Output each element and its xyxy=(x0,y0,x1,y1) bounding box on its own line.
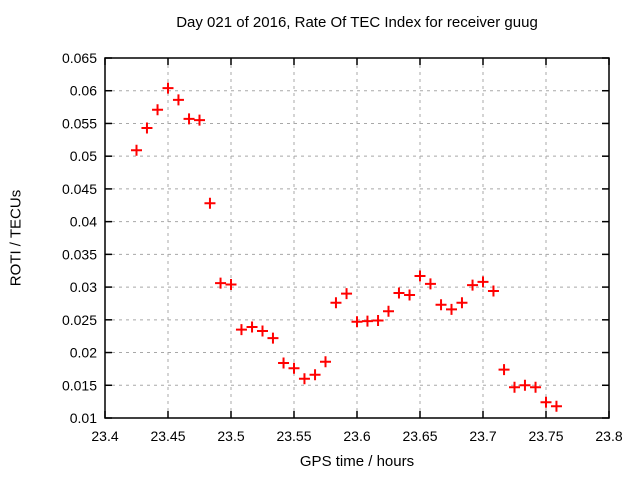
y-tick-label: 0.025 xyxy=(62,312,97,328)
x-tick-label: 23.45 xyxy=(150,428,185,444)
data-point xyxy=(530,381,542,393)
data-point xyxy=(361,315,373,327)
data-point xyxy=(288,362,300,374)
data-point xyxy=(414,270,426,282)
data-point xyxy=(330,297,342,309)
data-point xyxy=(351,316,363,328)
data-point xyxy=(341,288,353,300)
x-tick-label: 23.8 xyxy=(595,428,622,444)
x-axis-label: GPS time / hours xyxy=(299,453,415,470)
y-tick-label: 0.02 xyxy=(70,345,97,361)
y-tick-label: 0.04 xyxy=(70,214,97,230)
y-tick-label: 0.05 xyxy=(70,148,97,164)
data-point xyxy=(446,303,457,315)
y-tick-label: 0.035 xyxy=(62,246,97,262)
data-point xyxy=(487,285,499,297)
data-point xyxy=(278,357,290,369)
chart-title: Day 021 of 2016, Rate Of TEC Index for r… xyxy=(176,14,538,31)
y-tick-label: 0.015 xyxy=(62,377,97,393)
data-point xyxy=(194,114,205,126)
data-point xyxy=(204,197,216,209)
data-point xyxy=(498,364,510,376)
data-point xyxy=(225,278,237,290)
y-tick-label: 0.03 xyxy=(70,279,97,295)
data-point xyxy=(456,297,468,309)
plot-border xyxy=(104,57,610,419)
data-point xyxy=(257,325,268,337)
data-point xyxy=(131,144,142,156)
data-point xyxy=(404,289,416,301)
y-tick-label: 0.055 xyxy=(62,115,97,131)
data-point xyxy=(183,113,195,125)
data-point xyxy=(393,287,405,299)
x-tick-label: 23.4 xyxy=(91,428,118,444)
data-point xyxy=(298,373,310,385)
data-point xyxy=(383,305,394,317)
x-tick-label: 23.55 xyxy=(276,428,311,444)
data-point xyxy=(509,381,520,393)
x-tick-label: 23.6 xyxy=(343,428,370,444)
data-point xyxy=(467,279,479,291)
data-point xyxy=(424,278,436,290)
data-point xyxy=(152,104,164,116)
x-tick-label: 23.75 xyxy=(528,428,563,444)
x-tick-label: 23.5 xyxy=(217,428,244,444)
data-point xyxy=(246,321,258,333)
x-tick-label: 23.7 xyxy=(469,428,496,444)
y-tick-label: 0.045 xyxy=(62,181,97,197)
data-point xyxy=(267,332,279,344)
y-tick-label: 0.01 xyxy=(70,410,97,426)
data-point xyxy=(477,276,489,288)
data-point xyxy=(162,82,174,94)
data-point xyxy=(235,324,247,336)
data-point xyxy=(215,277,227,289)
data-point xyxy=(309,369,321,381)
data-point xyxy=(550,400,562,412)
data-point xyxy=(519,379,531,391)
data-point xyxy=(540,396,552,408)
data-point xyxy=(320,356,331,368)
data-point xyxy=(172,94,184,106)
data-point xyxy=(141,122,153,134)
data-point xyxy=(435,299,447,311)
data-point xyxy=(372,314,384,326)
y-tick-label: 0.065 xyxy=(62,50,97,66)
y-tick-label: 0.06 xyxy=(70,83,97,99)
x-tick-label: 23.65 xyxy=(402,428,437,444)
